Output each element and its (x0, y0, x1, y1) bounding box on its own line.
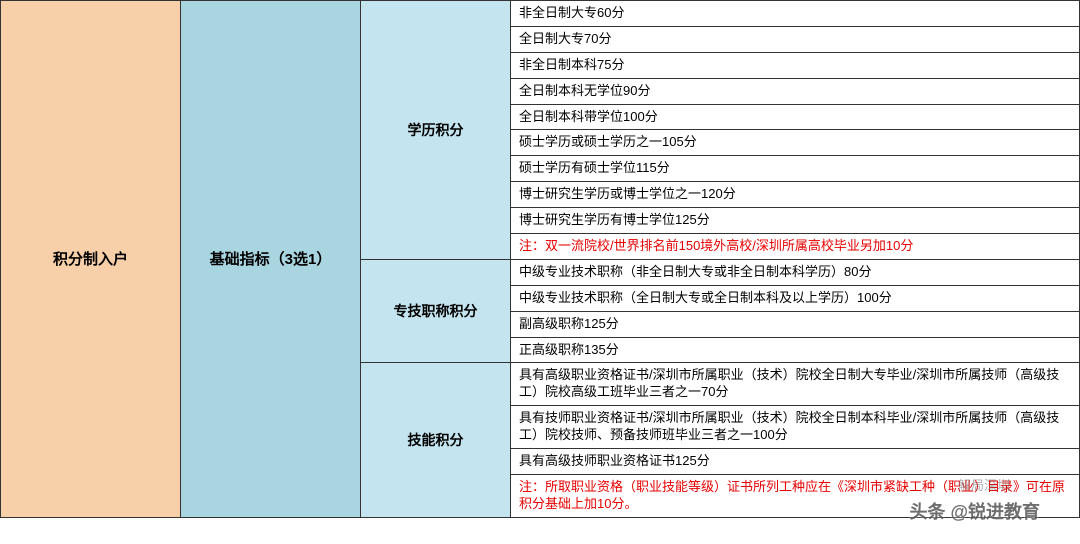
subcategory-cell: 基础指标（3选1） (181, 1, 361, 518)
value-cell: 全日制大专70分 (511, 26, 1080, 52)
value-cell: 具有高级技师职业资格证书125分 (511, 449, 1080, 475)
section-label-cell: 技能积分 (361, 363, 511, 517)
value-cell: 副高级职称125分 (511, 311, 1080, 337)
note-cell: 注：所取职业资格（职业技能等级）证书所列工种应在《深圳市紧缺工种（职业）目录》可… (511, 474, 1080, 517)
note-cell: 注：双一流院校/世界排名前150境外高校/深圳所属高校毕业另加10分 (511, 234, 1080, 260)
value-cell: 正高级职称135分 (511, 337, 1080, 363)
table-row: 积分制入户基础指标（3选1）学历积分非全日制大专60分 (1, 1, 1080, 27)
value-cell: 博士研究生学历有博士学位125分 (511, 208, 1080, 234)
value-cell: 硕士学历或硕士学历之一105分 (511, 130, 1080, 156)
value-cell: 全日制本科带学位100分 (511, 104, 1080, 130)
value-cell: 具有高级职业资格证书/深圳市所属职业（技术）院校全日制大专毕业/深圳市所属技师（… (511, 363, 1080, 406)
value-cell: 全日制本科无学位90分 (511, 78, 1080, 104)
value-cell: 具有技师职业资格证书/深圳市所属职业（技术）院校全日制本科毕业/深圳市所属技师（… (511, 406, 1080, 449)
value-cell: 非全日制本科75分 (511, 52, 1080, 78)
section-label-cell: 专技职称积分 (361, 259, 511, 363)
value-cell: 中级专业技术职称（全日制大专或全日制本科及以上学历）100分 (511, 285, 1080, 311)
value-cell: 硕士学历有硕士学位115分 (511, 156, 1080, 182)
value-cell: 博士研究生学历或博士学位之一120分 (511, 182, 1080, 208)
value-cell: 非全日制大专60分 (511, 1, 1080, 27)
section-label-cell: 学历积分 (361, 1, 511, 260)
value-cell: 中级专业技术职称（非全日制大专或非全日制本科学历）80分 (511, 259, 1080, 285)
points-table: 积分制入户基础指标（3选1）学历积分非全日制大专60分全日制大专70分非全日制本… (0, 0, 1080, 518)
category-cell: 积分制入户 (1, 1, 181, 518)
